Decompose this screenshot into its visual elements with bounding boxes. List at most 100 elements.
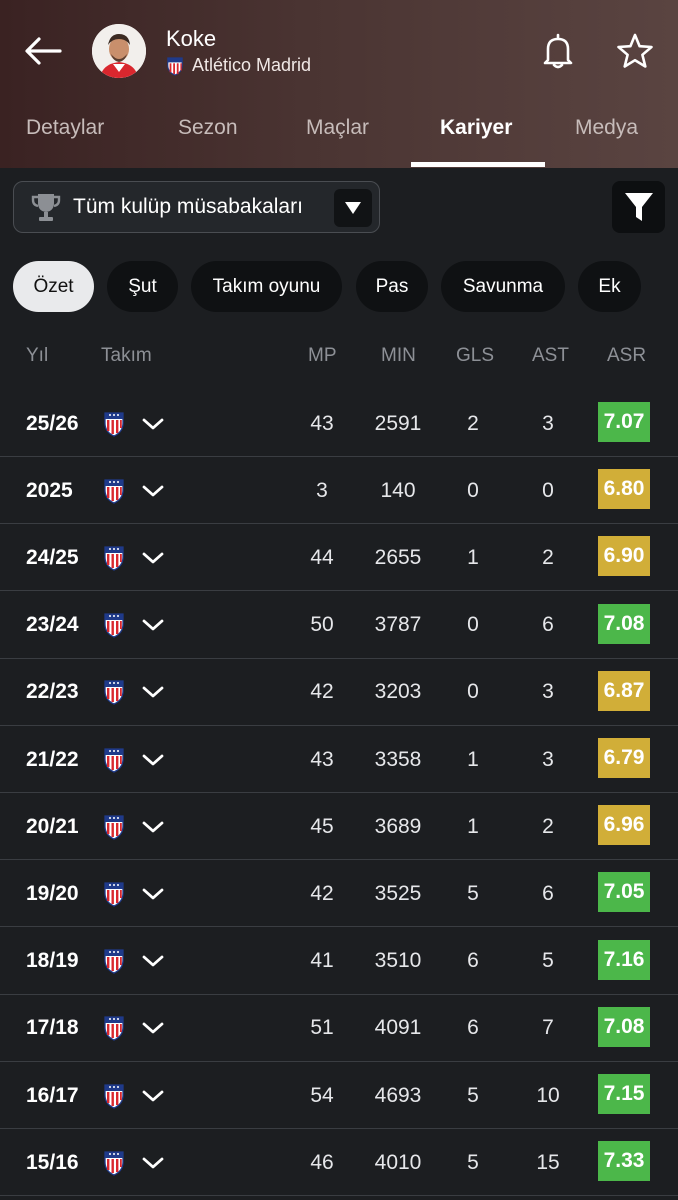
tab-career[interactable]: Kariyer [440, 116, 513, 139]
rating-badge: 6.80 [598, 469, 650, 510]
tab-details[interactable]: Detaylar [26, 116, 105, 139]
club-crest-icon [103, 860, 125, 927]
expand-chevron-icon[interactable] [141, 995, 165, 1062]
tab-matches[interactable]: Maçlar [306, 116, 370, 139]
table-row[interactable]: 18/19 41 3510 6 5 7.16 [0, 928, 678, 995]
avatar [92, 24, 146, 78]
minutes-played: 2591 [374, 411, 422, 435]
expand-chevron-icon[interactable] [141, 457, 165, 524]
minutes-played: 3510 [374, 949, 422, 973]
column-header-gls[interactable]: GLS [456, 345, 495, 366]
notification-button[interactable] [540, 32, 576, 70]
rating-badge: 7.15 [598, 1074, 650, 1114]
tab-media[interactable]: Medya [575, 116, 639, 139]
trophy-icon [31, 194, 61, 221]
season-year: 22/23 [26, 680, 79, 704]
matches-played: 45 [310, 814, 334, 838]
column-header-mp[interactable]: MP [308, 345, 337, 366]
minutes-played: 4091 [374, 1016, 422, 1040]
career-table: 25/26 43 2591 2 3 7.07 2025 [0, 390, 678, 1200]
filter-icon [624, 193, 653, 221]
table-row[interactable]: 23/24 50 3787 0 6 7.08 [0, 592, 678, 659]
table-row[interactable]: 2025 3 140 0 0 6.80 [0, 457, 678, 525]
rating-badge: 7.08 [598, 603, 650, 644]
table-row[interactable]: 22/23 42 3203 0 3 6.87 [0, 659, 678, 726]
rating-badge: 7.07 [598, 402, 650, 442]
matches-played: 42 [310, 680, 334, 704]
expand-chevron-icon[interactable] [141, 524, 165, 591]
chip-team-play[interactable]: Takım oyunu [191, 261, 342, 312]
table-row[interactable]: 25/26 43 2591 2 3 7.07 [0, 390, 678, 457]
goals: 0 [467, 680, 479, 704]
expand-chevron-icon[interactable] [141, 1129, 165, 1196]
goals: 5 [467, 1083, 479, 1107]
rating-badge: 6.96 [598, 805, 650, 846]
table-row[interactable]: 20/21 45 3689 1 2 6.96 [0, 793, 678, 861]
active-tab-indicator [411, 162, 545, 167]
club-crest-icon [103, 390, 125, 457]
chip-defending[interactable]: Savunma [441, 261, 565, 312]
dropdown-caret[interactable] [334, 189, 372, 227]
season-year: 2025 [26, 478, 73, 502]
column-header-team[interactable]: Takım [101, 345, 152, 366]
table-row[interactable]: 17/18 51 4091 6 7 7.08 [0, 995, 678, 1062]
assists: 6 [542, 881, 554, 905]
table-row[interactable]: 19/20 42 3525 5 6 7.05 [0, 860, 678, 928]
tab-bar: Detaylar Sezon Maçlar Kariyer Medya [0, 100, 678, 168]
expand-chevron-icon[interactable] [141, 390, 165, 457]
matches-played: 3 [316, 478, 328, 502]
filter-button[interactable] [612, 181, 665, 233]
club-crest-icon [103, 793, 125, 860]
matches-played: 51 [310, 1016, 334, 1040]
expand-chevron-icon[interactable] [141, 592, 165, 659]
column-header-asr[interactable]: ASR [607, 345, 647, 366]
matches-played: 42 [310, 881, 334, 905]
expand-chevron-icon[interactable] [141, 659, 165, 726]
chip-passing[interactable]: Pas [356, 261, 428, 312]
column-header-ast[interactable]: AST [532, 345, 569, 366]
matches-played: 43 [310, 411, 334, 435]
rating-badge: 7.16 [598, 939, 650, 980]
table-row[interactable]: 21/22 43 3358 1 3 6.79 [0, 726, 678, 793]
arrow-left-icon [25, 37, 62, 65]
competition-label: Tüm kulüp müsabakaları [73, 195, 303, 218]
chip-shooting[interactable]: Şut [107, 261, 178, 312]
tab-season[interactable]: Sezon [178, 116, 238, 139]
expand-chevron-icon[interactable] [141, 860, 165, 927]
season-year: 24/25 [26, 545, 79, 569]
table-row[interactable]: 24/25 44 2655 1 2 6.90 [0, 524, 678, 592]
player-name: Koke [166, 26, 217, 51]
favorite-button[interactable] [615, 32, 655, 70]
competition-dropdown[interactable]: Tüm kulüp müsabakaları [13, 181, 380, 233]
chip-summary[interactable]: Özet [13, 261, 94, 312]
expand-chevron-icon[interactable] [141, 1062, 165, 1129]
club-crest-icon [103, 928, 125, 995]
minutes-played: 4693 [374, 1083, 422, 1107]
back-button[interactable] [22, 30, 64, 72]
chip-extra[interactable]: Ek [578, 261, 641, 312]
matches-played: 54 [310, 1083, 334, 1107]
minutes-played: 3203 [374, 680, 422, 704]
column-header-min[interactable]: MIN [381, 345, 416, 366]
team-link[interactable]: Atlético Madrid [166, 55, 311, 76]
expand-chevron-icon[interactable] [141, 928, 165, 995]
assists: 7 [542, 1016, 554, 1040]
goals: 6 [467, 1016, 479, 1040]
atletico-crest-icon [167, 56, 183, 76]
player-header: Koke Atlético Madrid Detaylar Sezon Maçl… [0, 0, 678, 168]
club-crest-icon [103, 1129, 125, 1196]
club-crest-icon [103, 457, 125, 524]
assists: 10 [536, 1083, 560, 1107]
season-year: 15/16 [26, 1150, 79, 1174]
minutes-played: 2655 [374, 545, 422, 569]
minutes-played: 3787 [374, 613, 422, 637]
table-row[interactable]: 16/17 54 4693 5 10 7.15 [0, 1062, 678, 1129]
table-row[interactable]: 15/16 46 4010 5 15 7.33 [0, 1129, 678, 1197]
column-header-year[interactable]: Yıl [26, 345, 49, 366]
goals: 1 [467, 814, 479, 838]
expand-chevron-icon[interactable] [141, 793, 165, 860]
goals: 0 [467, 478, 479, 502]
caret-down-icon [345, 202, 361, 214]
season-year: 18/19 [26, 949, 79, 973]
expand-chevron-icon[interactable] [141, 726, 165, 793]
